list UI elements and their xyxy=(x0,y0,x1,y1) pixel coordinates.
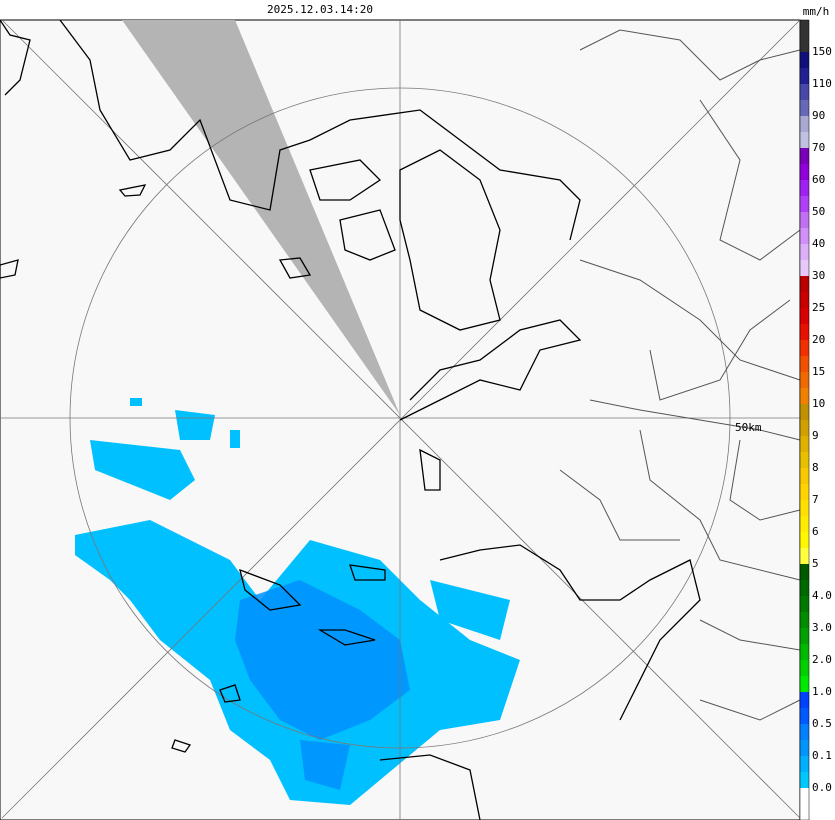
legend-label: 20 xyxy=(812,333,825,346)
timestamp: 2025.12.03.14:20 xyxy=(267,3,373,16)
legend-swatch xyxy=(800,260,809,277)
legend-swatch xyxy=(800,708,809,725)
legend-swatch xyxy=(800,452,809,469)
legend-swatch xyxy=(800,628,809,645)
legend-swatch xyxy=(800,788,809,805)
legend-swatch xyxy=(800,612,809,629)
legend-swatch xyxy=(800,484,809,501)
legend-swatch xyxy=(800,724,809,741)
legend-swatch xyxy=(800,500,809,517)
legend-swatch xyxy=(800,564,809,581)
coastline xyxy=(0,19,701,820)
legend-swatch xyxy=(800,644,809,661)
legend-swatch xyxy=(800,244,809,261)
legend-swatch xyxy=(800,676,809,693)
legend-swatch xyxy=(800,148,809,165)
legend-label: 60 xyxy=(812,173,825,186)
legend-swatch xyxy=(800,372,809,389)
legend-swatch xyxy=(800,740,809,757)
map xyxy=(0,19,801,820)
admin-borders xyxy=(559,29,801,721)
legend-swatch xyxy=(800,660,809,677)
legend-label: 25 xyxy=(812,301,825,314)
legend-swatch xyxy=(800,36,809,53)
legend-swatch xyxy=(800,180,809,197)
legend-swatch xyxy=(800,580,809,597)
legend-label: 0.5 xyxy=(812,717,832,730)
rain-echoes-heavier xyxy=(235,580,410,790)
legend-label: 4.0 xyxy=(812,589,832,602)
legend-label: 30 xyxy=(812,269,825,282)
legend-label: 6 xyxy=(812,525,819,538)
legend-swatch xyxy=(800,68,809,85)
legend-swatch xyxy=(800,596,809,613)
legend-label: 8 xyxy=(812,461,819,474)
legend-label: 0.1 xyxy=(812,749,832,762)
color-legend: 150 110 90 70 60 50 40 30 25 20 15 10 9 8 7 6 5 4.0 3.0 2.0… xyxy=(799,19,832,820)
legend-swatch xyxy=(800,404,809,421)
legend-label: 3.0 xyxy=(812,621,832,634)
legend-label: 9 xyxy=(812,429,819,442)
legend-label: 110 xyxy=(812,77,832,90)
legend-label: 7 xyxy=(812,493,819,506)
legend-swatch xyxy=(800,116,809,133)
legend-swatch xyxy=(800,196,809,213)
legend-swatch xyxy=(800,804,809,820)
legend-label: 90 xyxy=(812,109,825,122)
legend-swatch xyxy=(800,532,809,549)
legend-swatch xyxy=(800,548,809,565)
range-label: 50km xyxy=(735,421,762,434)
legend-swatch xyxy=(800,132,809,149)
legend-swatch xyxy=(800,84,809,101)
legend-label: 2.0 xyxy=(812,653,832,666)
legend-label: 1.0 xyxy=(812,685,832,698)
legend-label: 70 xyxy=(812,141,825,154)
legend-label: 50 xyxy=(812,205,825,218)
legend-swatch xyxy=(800,420,809,437)
legend-label: 15 xyxy=(812,365,825,378)
legend-swatch xyxy=(800,228,809,245)
legend-swatch xyxy=(800,756,809,773)
legend-swatch xyxy=(800,692,809,709)
legend-swatch xyxy=(800,340,809,357)
legend-label: 40 xyxy=(812,237,825,250)
legend-label: 0.0 xyxy=(812,781,832,794)
blocked-sector xyxy=(122,20,400,415)
legend-swatch xyxy=(800,308,809,325)
legend-outline xyxy=(799,19,810,820)
legend-swatch xyxy=(800,212,809,229)
legend-label: 150 xyxy=(812,45,832,58)
legend-swatch xyxy=(800,356,809,373)
legend-swatch xyxy=(800,276,809,293)
legend-swatch xyxy=(800,100,809,117)
legend-swatch xyxy=(800,468,809,485)
legend-label: 5 xyxy=(812,557,819,570)
legend-label: 10 xyxy=(812,397,825,410)
legend-swatch xyxy=(800,20,809,37)
legend-swatch xyxy=(800,436,809,453)
legend-swatch xyxy=(800,324,809,341)
unit-label: mm/h xyxy=(803,5,830,18)
legend-swatch xyxy=(800,516,809,533)
legend-swatch xyxy=(800,292,809,309)
legend-swatch xyxy=(800,388,809,405)
legend-swatch xyxy=(800,52,809,69)
legend-swatch xyxy=(800,772,809,789)
legend-swatch xyxy=(800,164,809,181)
